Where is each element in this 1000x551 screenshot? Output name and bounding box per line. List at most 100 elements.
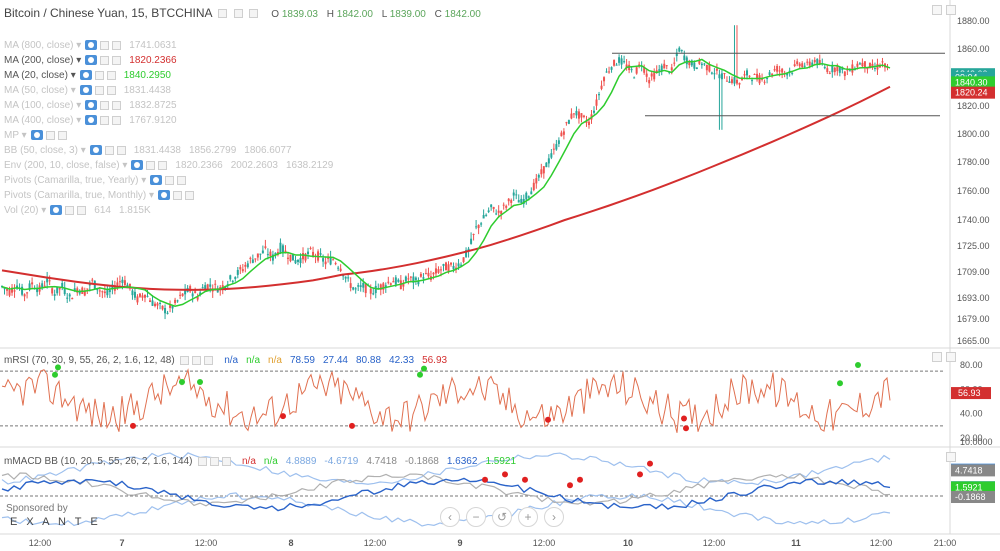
close-icon[interactable] (112, 100, 122, 110)
candle-body (146, 295, 149, 297)
indicator-row[interactable]: MP ▾ (4, 130, 67, 141)
symbol-title[interactable]: Bitcoin / Chinese Yuan, 15, BTCCHINA O 1… (4, 6, 481, 20)
settings-icon[interactable] (94, 85, 104, 95)
indicator-name[interactable]: Vol (20) ▾ (4, 205, 47, 216)
settings-icon[interactable] (146, 160, 156, 170)
candle-body (720, 73, 723, 80)
indicator-row[interactable]: MA (200, close) ▾ 1820.2366 (4, 55, 177, 66)
close-icon[interactable] (106, 85, 116, 95)
settings-icon[interactable] (94, 70, 104, 80)
eye-icon[interactable] (89, 145, 102, 156)
indicator-row[interactable]: MA (400, close) ▾ 1767.9120 (4, 115, 177, 126)
mmacd-settings-icon[interactable] (210, 456, 220, 466)
candle-body (861, 62, 864, 67)
eye-icon[interactable] (85, 100, 98, 111)
indicator-name[interactable]: MA (100, close) ▾ (4, 100, 82, 111)
mmacd-pane-maximize-icon[interactable] (946, 452, 956, 462)
eye-icon[interactable] (85, 115, 98, 126)
settings-icon[interactable] (100, 115, 110, 125)
settings-icon[interactable] (165, 175, 175, 185)
settings-icon[interactable] (100, 55, 110, 65)
indicator-row[interactable]: Env (200, 10, close, false) ▾ 1820.2366 20… (4, 160, 333, 171)
mrsi-pane-up-icon[interactable] (932, 352, 942, 362)
indicator-name[interactable]: Pivots (Camarilla, true, Monthly) ▾ (4, 190, 155, 201)
indicator-name[interactable]: Env (200, 10, close, false) ▾ (4, 160, 128, 171)
mrsi-pane-maximize-icon[interactable] (946, 352, 956, 362)
close-icon[interactable] (158, 160, 168, 170)
macd-signal-line (1, 472, 891, 507)
eye-icon[interactable] (79, 85, 92, 96)
symbol-dropdown-icon[interactable] (218, 9, 228, 19)
indicator-name[interactable]: MA (50, close) ▾ (4, 85, 76, 96)
indicator-row[interactable]: MA (800, close) ▾ 1741.0631 (4, 40, 177, 51)
candle-body (73, 288, 76, 292)
settings-icon[interactable] (100, 100, 110, 110)
reset-button[interactable]: ↺ (492, 507, 512, 527)
mmacd-close-icon[interactable] (222, 456, 232, 466)
eye-icon[interactable] (158, 190, 171, 201)
eye-icon[interactable] (79, 70, 92, 81)
candle-body (434, 268, 437, 274)
settings-icon[interactable] (100, 40, 110, 50)
settings-icon[interactable] (45, 130, 55, 140)
eye-icon[interactable] (150, 175, 163, 186)
indicator-name[interactable]: MA (800, close) ▾ (4, 40, 82, 51)
mmacd-name[interactable]: mMACD BB (10, 20, 5, 55, 26, 2, 1.6, 144… (4, 456, 193, 467)
eye-icon[interactable] (30, 130, 43, 141)
candle-body (417, 281, 420, 285)
close-icon[interactable] (77, 205, 87, 215)
mmacd-eye-icon[interactable] (198, 456, 208, 466)
settings-icon[interactable] (104, 145, 114, 155)
indicator-row[interactable]: Pivots (Camarilla, true, Yearly) ▾ (4, 175, 187, 186)
close-icon[interactable] (177, 175, 187, 185)
zoom-in-button[interactable]: + (518, 507, 538, 527)
pane-maximize-icon[interactable] (946, 5, 956, 15)
settings-icon[interactable] (173, 190, 183, 200)
indicator-name[interactable]: Pivots (Camarilla, true, Yearly) ▾ (4, 175, 147, 186)
mrsi-eye-icon[interactable] (180, 355, 190, 365)
indicator-row[interactable]: Vol (20) ▾ 614 1.815K (4, 205, 151, 216)
close-icon[interactable] (112, 55, 122, 65)
eye-icon[interactable] (131, 160, 144, 171)
eye-icon[interactable] (85, 40, 98, 51)
close-icon[interactable] (185, 190, 195, 200)
candle-body (445, 262, 447, 271)
indicator-row[interactable]: MA (100, close) ▾ 1832.8725 (4, 100, 177, 111)
zoom-out-button[interactable]: − (466, 507, 486, 527)
candle-body (467, 248, 470, 252)
indicator-name[interactable]: MA (200, close) ▾ (4, 55, 82, 66)
settings-icon[interactable] (233, 9, 243, 19)
indicator-name[interactable]: MP ▾ (4, 130, 27, 141)
indicator-row[interactable]: MA (50, close) ▾ 1831.4438 (4, 85, 171, 96)
candle-body (439, 269, 442, 271)
candle-body (600, 85, 603, 89)
exante-logo[interactable]: E X A N T E (10, 516, 101, 528)
candle-body (437, 269, 440, 273)
indicator-name[interactable]: MA (400, close) ▾ (4, 115, 82, 126)
candle-body (101, 291, 104, 293)
close-icon[interactable] (57, 130, 67, 140)
close-icon[interactable] (116, 145, 126, 155)
close-icon[interactable] (112, 40, 122, 50)
indicator-value: -0.1868 (404, 456, 439, 467)
close-icon[interactable] (248, 9, 258, 19)
settings-icon[interactable] (65, 205, 75, 215)
eye-icon[interactable] (85, 55, 98, 66)
indicator-row[interactable]: MA (20, close) ▾ 1840.2950 (4, 70, 171, 81)
close-icon[interactable] (106, 70, 116, 80)
scroll-right-button[interactable]: › (544, 507, 564, 527)
mrsi-name[interactable]: mRSI (70, 30, 9, 55, 26, 2, 1.6, 12, 48) (4, 355, 175, 366)
sponsor-label: Sponsored by (6, 503, 68, 514)
indicator-row[interactable]: Pivots (Camarilla, true, Monthly) ▾ (4, 190, 195, 201)
mrsi-settings-icon[interactable] (192, 355, 202, 365)
candle-body (550, 153, 553, 158)
close-icon[interactable] (112, 115, 122, 125)
mrsi-close-icon[interactable] (204, 355, 214, 365)
eye-icon[interactable] (50, 205, 63, 216)
indicator-name[interactable]: MA (20, close) ▾ (4, 70, 76, 81)
pane-up-icon[interactable] (932, 5, 942, 15)
indicator-row[interactable]: BB (50, close, 3) ▾ 1831.4438 1856.2799 180… (4, 145, 292, 156)
scroll-left-button[interactable]: ‹ (440, 507, 460, 527)
indicator-name[interactable]: BB (50, close, 3) ▾ (4, 145, 86, 156)
